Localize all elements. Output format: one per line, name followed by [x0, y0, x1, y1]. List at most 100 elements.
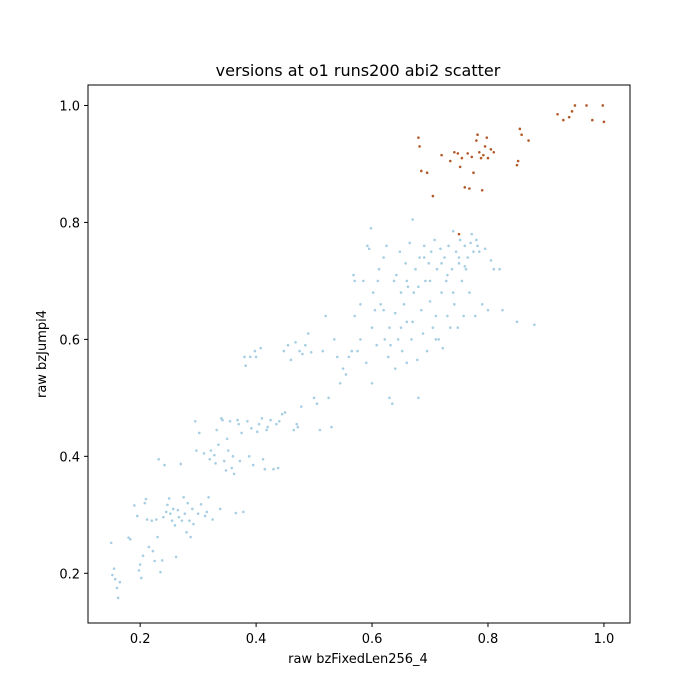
data-point — [292, 428, 296, 432]
data-point — [385, 244, 388, 248]
data-point — [376, 279, 380, 283]
data-point — [556, 112, 559, 116]
data-point — [425, 171, 429, 175]
data-point — [259, 346, 263, 350]
data-point — [402, 302, 406, 306]
data-point — [391, 402, 394, 406]
data-point — [309, 350, 313, 354]
data-point — [261, 457, 265, 461]
data-point — [198, 431, 201, 435]
data-point — [156, 535, 159, 539]
data-point — [282, 349, 286, 353]
data-point — [486, 156, 490, 160]
data-point — [353, 279, 356, 283]
data-point — [135, 514, 139, 518]
data-point — [431, 194, 435, 198]
data-point — [393, 367, 397, 370]
data-point — [527, 139, 530, 142]
data-point — [489, 148, 493, 151]
data-point — [389, 343, 392, 347]
data-point — [392, 279, 396, 283]
data-point — [359, 338, 362, 341]
data-point — [137, 569, 141, 572]
data-point — [254, 355, 258, 359]
data-point — [470, 155, 474, 159]
data-point — [472, 250, 475, 253]
data-point — [276, 466, 280, 470]
y-tick-label: 0.8 — [59, 216, 80, 231]
scatter-points — [109, 104, 606, 600]
data-point — [199, 502, 203, 506]
data-point — [516, 159, 520, 163]
data-point — [570, 110, 574, 113]
data-point — [205, 510, 209, 514]
data-point — [260, 417, 264, 420]
data-point — [249, 355, 252, 359]
data-point — [475, 238, 478, 242]
data-point — [451, 291, 455, 294]
data-point — [243, 355, 246, 359]
data-point — [295, 422, 298, 426]
data-point — [289, 358, 293, 362]
data-point — [417, 285, 420, 289]
data-point — [266, 425, 270, 429]
data-point — [373, 308, 377, 312]
data-point — [446, 273, 449, 277]
x-tick-label: 0.4 — [246, 632, 267, 647]
data-point — [364, 361, 368, 365]
data-point — [324, 314, 327, 318]
data-point — [253, 349, 257, 353]
data-point — [434, 338, 438, 341]
data-point — [255, 430, 259, 434]
data-point — [265, 428, 268, 432]
data-point — [151, 549, 155, 553]
data-point — [203, 514, 207, 518]
data-point — [417, 136, 420, 139]
data-point — [475, 139, 478, 142]
data-point — [591, 118, 594, 122]
data-point — [369, 226, 373, 230]
data-point — [489, 259, 493, 262]
data-point — [411, 218, 414, 221]
data-point — [170, 519, 174, 522]
data-point — [193, 419, 197, 423]
data-point — [153, 559, 156, 563]
data-point — [185, 531, 188, 534]
data-point — [157, 457, 161, 461]
data-point — [232, 472, 236, 476]
data-point — [207, 495, 210, 499]
data-point — [518, 127, 522, 131]
data-point — [428, 279, 432, 283]
data-point — [463, 244, 467, 248]
data-point — [133, 504, 136, 507]
data-point — [480, 302, 484, 306]
x-tick-label: 1.0 — [594, 632, 615, 647]
data-point — [408, 241, 412, 245]
data-point — [418, 256, 421, 259]
data-point — [217, 443, 220, 446]
data-point — [179, 462, 183, 466]
data-point — [375, 343, 378, 347]
data-point — [356, 349, 359, 353]
data-point — [420, 308, 423, 312]
data-point — [450, 267, 454, 271]
data-point — [483, 145, 487, 148]
data-point — [215, 428, 218, 432]
data-point — [159, 570, 162, 574]
data-point — [466, 152, 469, 155]
data-point — [251, 463, 255, 467]
data-point — [304, 343, 307, 347]
data-point — [167, 497, 171, 500]
data-point — [237, 422, 241, 426]
data-point — [294, 341, 297, 344]
data-point — [350, 349, 354, 353]
data-point — [277, 419, 281, 423]
data-point — [440, 291, 443, 294]
x-axis: 0.2 0.4 0.6 0.8 1.0 — [130, 623, 614, 647]
data-point — [141, 554, 145, 558]
data-point — [370, 326, 374, 329]
data-point — [213, 453, 216, 457]
data-point — [460, 279, 464, 283]
y-tick-label: 0.2 — [59, 567, 80, 582]
data-point — [485, 136, 489, 139]
